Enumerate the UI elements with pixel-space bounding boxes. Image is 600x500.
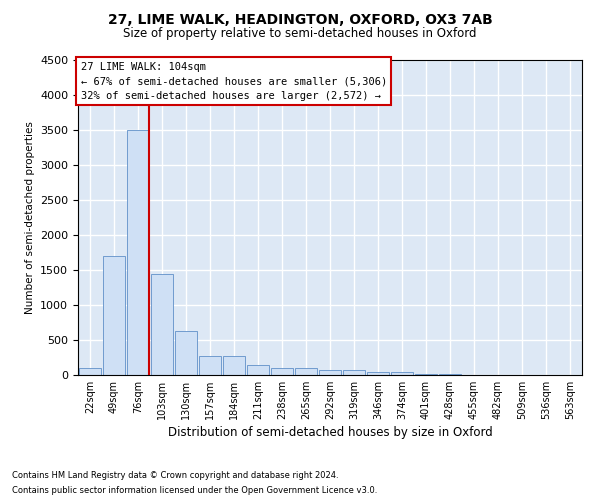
- Bar: [79, 368, 101, 375]
- Text: 27, LIME WALK, HEADINGTON, OXFORD, OX3 7AB: 27, LIME WALK, HEADINGTON, OXFORD, OX3 7…: [107, 12, 493, 26]
- Bar: [103, 256, 125, 375]
- Text: 27 LIME WALK: 104sqm
← 67% of semi-detached houses are smaller (5,306)
32% of se: 27 LIME WALK: 104sqm ← 67% of semi-detac…: [80, 62, 387, 101]
- Bar: [343, 370, 365, 375]
- Text: Contains HM Land Registry data © Crown copyright and database right 2024.: Contains HM Land Registry data © Crown c…: [12, 471, 338, 480]
- Bar: [319, 370, 341, 375]
- Bar: [223, 356, 245, 375]
- Bar: [247, 364, 269, 375]
- Bar: [415, 374, 437, 375]
- Bar: [367, 372, 389, 375]
- Bar: [199, 356, 221, 375]
- Y-axis label: Number of semi-detached properties: Number of semi-detached properties: [25, 121, 35, 314]
- Text: Contains public sector information licensed under the Open Government Licence v3: Contains public sector information licen…: [12, 486, 377, 495]
- Bar: [271, 368, 293, 375]
- Bar: [175, 331, 197, 375]
- Bar: [391, 372, 413, 375]
- Bar: [151, 274, 173, 375]
- Bar: [295, 368, 317, 375]
- Bar: [127, 130, 149, 375]
- Bar: [439, 374, 461, 375]
- X-axis label: Distribution of semi-detached houses by size in Oxford: Distribution of semi-detached houses by …: [167, 426, 493, 439]
- Text: Size of property relative to semi-detached houses in Oxford: Size of property relative to semi-detach…: [123, 28, 477, 40]
